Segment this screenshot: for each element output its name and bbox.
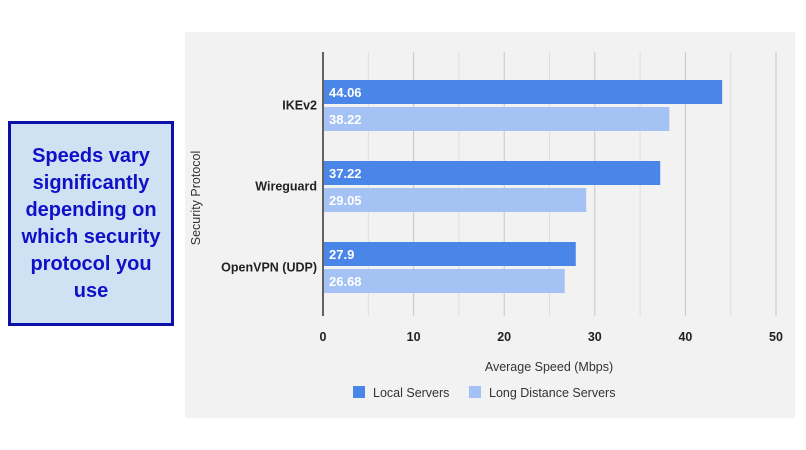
x-tick-label: 20 (497, 330, 511, 344)
x-tick-label: 30 (588, 330, 602, 344)
bar-long-distance-servers (324, 107, 670, 131)
x-tick-label: 0 (320, 330, 327, 344)
legend-swatch-local (353, 386, 365, 398)
category-label: OpenVPN (UDP) (221, 261, 317, 275)
category-label: IKEv2 (282, 99, 317, 113)
bar-value-label: 29.05 (329, 193, 362, 208)
bar-local-servers (324, 242, 576, 266)
bar-value-label: 27.9 (329, 247, 354, 262)
bar-long-distance-servers (324, 269, 565, 293)
x-tick-label: 50 (769, 330, 783, 344)
category-label: Wireguard (255, 180, 317, 194)
bar-value-label: 37.22 (329, 166, 362, 181)
legend-label: Long Distance Servers (489, 386, 615, 400)
bar-value-label: 26.68 (329, 274, 362, 289)
bar-value-label: 38.22 (329, 112, 362, 127)
callout-text: Speeds vary significantly depending on w… (21, 144, 161, 302)
bar-local-servers (324, 80, 723, 104)
bar-value-label: 44.06 (329, 85, 362, 100)
bar-local-servers (324, 161, 661, 185)
x-axis-title: Average Speed (Mbps) (485, 360, 613, 374)
legend-label: Local Servers (373, 386, 449, 400)
callout-box: Speeds vary significantly depending on w… (8, 121, 174, 326)
x-tick-label: 40 (678, 330, 692, 344)
bar-long-distance-servers (324, 188, 587, 212)
legend-swatch-long-distance (469, 386, 481, 398)
x-tick-label: 10 (407, 330, 421, 344)
y-axis-title: Security Protocol (189, 151, 203, 245)
